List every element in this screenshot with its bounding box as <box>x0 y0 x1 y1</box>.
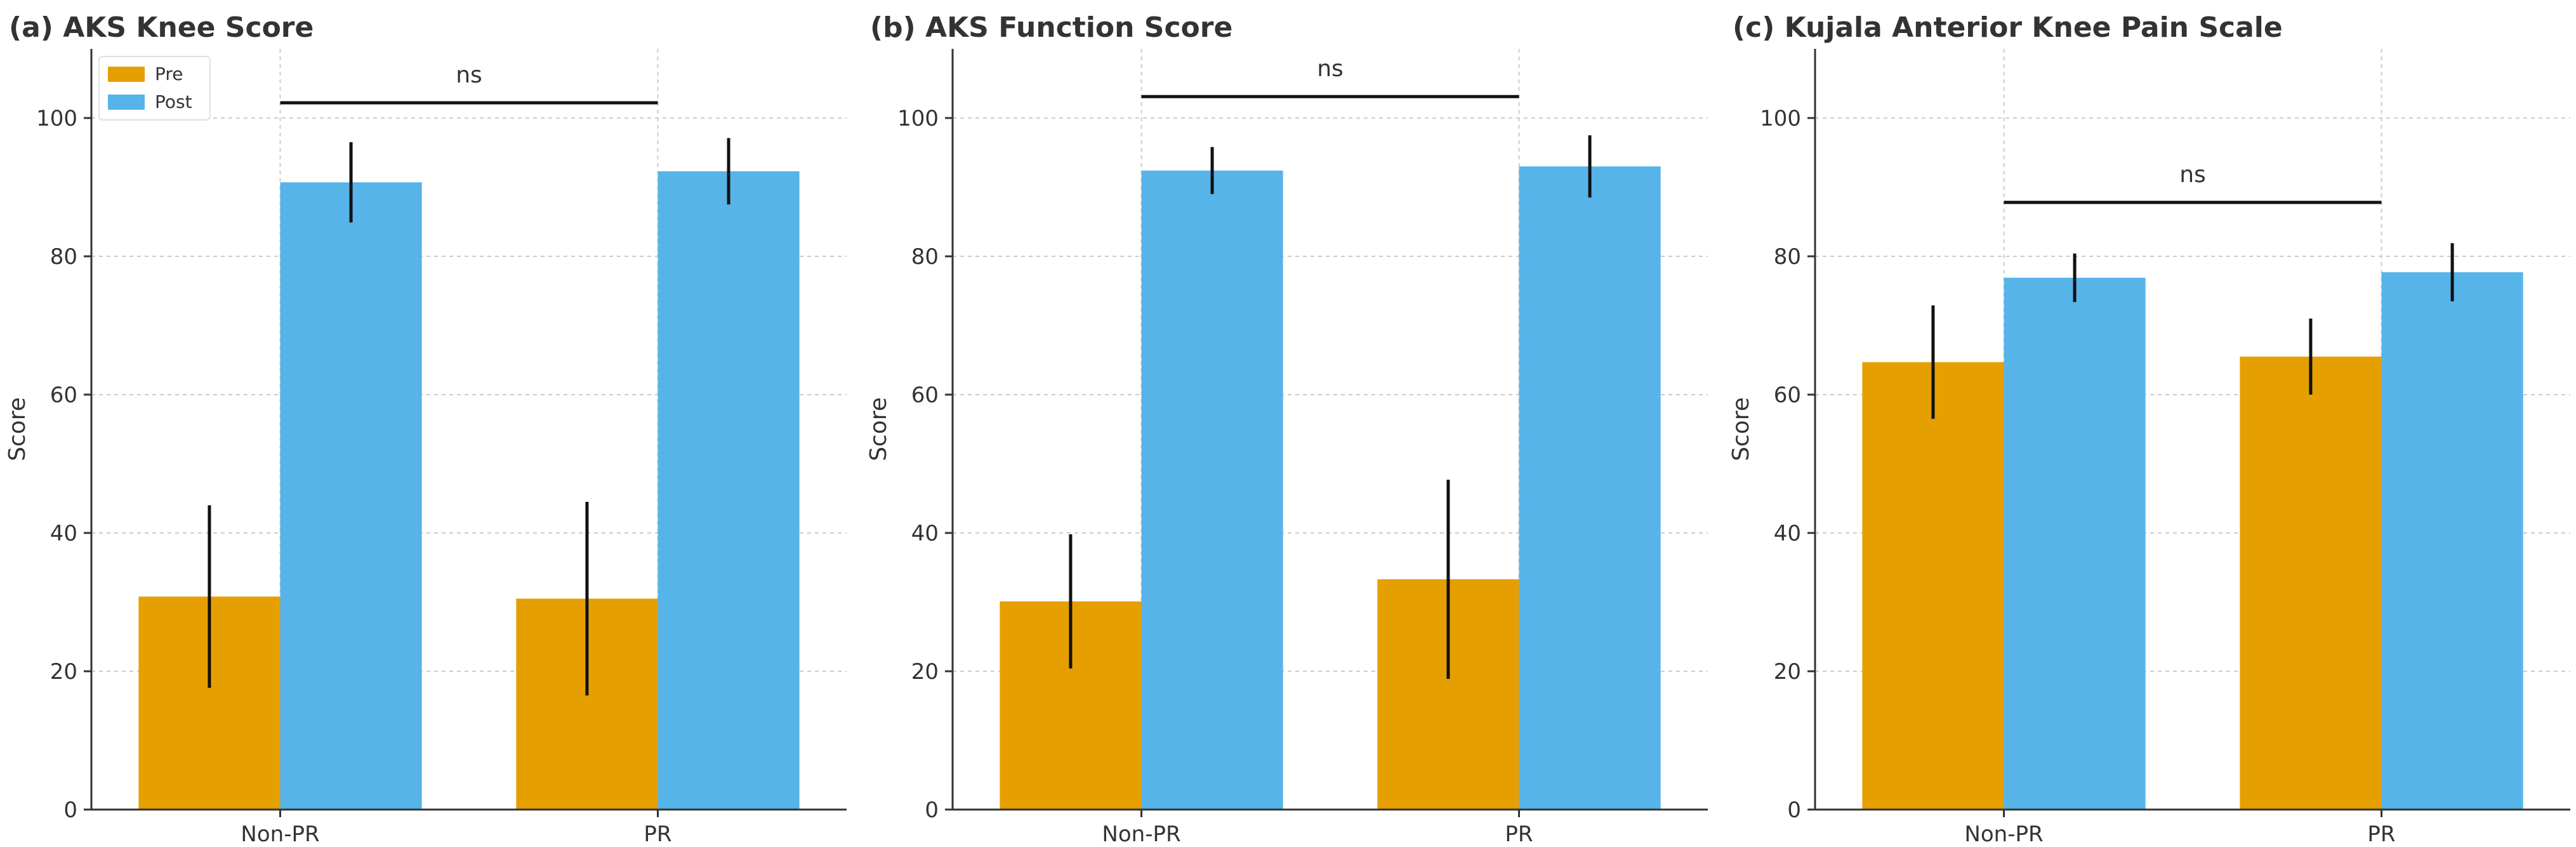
y-tick-label: 20 <box>1774 659 1801 685</box>
y-tick-label: 100 <box>36 106 77 131</box>
legend-swatch-post <box>108 95 145 110</box>
bar-post-non-pr <box>280 182 422 810</box>
y-axis-label: Score <box>1728 397 1754 461</box>
y-tick-label: 100 <box>1760 106 1801 131</box>
y-tick-label: 80 <box>50 244 77 270</box>
x-tick-label: Non-PR <box>1102 822 1180 847</box>
bar-post-non-pr <box>2004 277 2146 810</box>
y-tick-label: 60 <box>1774 383 1801 408</box>
y-tick-label: 40 <box>911 521 939 546</box>
y-tick-label: 20 <box>50 659 77 685</box>
bar-pre-pr <box>2240 357 2382 810</box>
chart-title: (a) AKS Knee Score <box>9 11 314 44</box>
x-tick-label: PR <box>644 822 671 847</box>
y-tick-label: 60 <box>911 383 939 408</box>
significance-label: ns <box>1317 56 1344 82</box>
legend-swatch-pre <box>108 67 145 82</box>
x-tick-label: PR <box>2367 822 2395 847</box>
chart-panel-1: 0 20 40 60 80 100 Non-PR PR Score (a) AKS Knee Sc… <box>4 11 847 847</box>
bar-post-pr <box>1519 166 1661 810</box>
y-axis-label: Score <box>4 397 30 461</box>
y-tick-label: 80 <box>911 244 939 270</box>
y-tick-label: 40 <box>1774 521 1801 546</box>
bar-post-non-pr <box>1141 170 1283 810</box>
y-tick-label: 0 <box>1787 798 1801 823</box>
y-tick-label: 100 <box>897 106 939 131</box>
y-tick-label: 60 <box>50 383 77 408</box>
y-tick-label: 0 <box>925 798 939 823</box>
y-axis-label: Score <box>866 397 892 461</box>
legend-label-pre: Pre <box>155 63 183 84</box>
y-tick-label: 20 <box>911 659 939 685</box>
y-tick-label: 0 <box>63 798 77 823</box>
chart-title: (c) Kujala Anterior Knee Pain Scale <box>1733 11 2283 44</box>
chart-title: (b) AKS Function Score <box>870 11 1232 44</box>
x-tick-label: Non-PR <box>1964 822 2043 847</box>
significance-label: ns <box>2179 162 2206 188</box>
bar-post-pr <box>657 171 800 810</box>
y-tick-label: 40 <box>50 521 77 546</box>
chart-panel-2: 0 20 40 60 80 100 Non-PR PR Score (b) AKS Functio… <box>866 11 1708 847</box>
y-tick-label: 80 <box>1774 244 1801 270</box>
chart-panels: 0 20 40 60 80 100 Non-PR PR Score (a) AKS Knee Sc… <box>4 11 2570 847</box>
legend: Pre Post <box>98 56 211 121</box>
legend-label-post: Post <box>155 91 192 112</box>
bar-pre-non-pr <box>1862 362 2004 810</box>
x-tick-label: Non-PR <box>241 822 319 847</box>
bar-post-pr <box>2381 272 2523 810</box>
chart-panel-3: 0 20 40 60 80 100 Non-PR PR Score (c) Kujala Ante… <box>1728 11 2570 847</box>
significance-label: ns <box>456 62 482 88</box>
x-tick-label: PR <box>1505 822 1533 847</box>
